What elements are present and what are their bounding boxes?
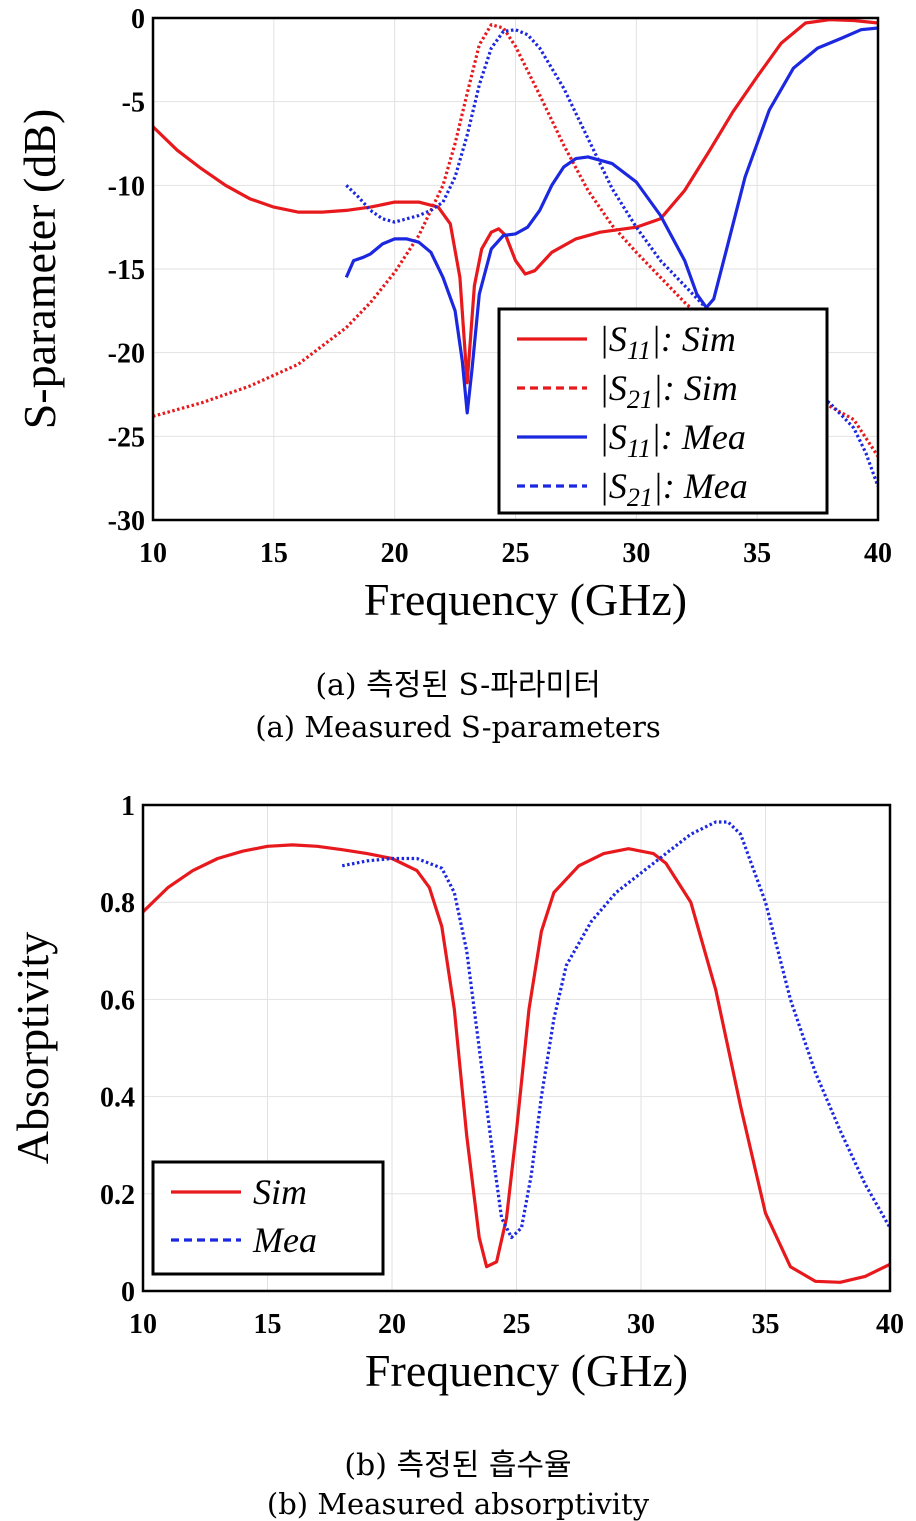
x-axis-title: Frequency (GHz): [364, 574, 687, 625]
x-tick-label: 20: [378, 1309, 406, 1340]
chart-absorptivity: 10 15 20 25 30 35 40 0 0.2 0.4 0.6 0.8 1 Frequency (G…: [7, 791, 904, 1396]
axes-box: [141, 803, 892, 1293]
y-tick-label: 0.4: [100, 1083, 135, 1114]
series-line-2: [344, 26, 878, 415]
x-tick-label: 30: [622, 538, 650, 569]
caption-b-english: (b) Measured absorptivity: [266, 1487, 650, 1521]
x-tick-label: 25: [503, 1309, 531, 1340]
x-tick-label: 15: [260, 538, 288, 569]
x-tick-label: 20: [381, 538, 409, 569]
legend-box: [151, 1160, 385, 1276]
legend-label-1: |S21|: Sim: [599, 368, 738, 414]
x-tick-label: 40: [876, 1309, 904, 1340]
series-line-3: [345, 28, 878, 488]
legend-label-2: |S11|: Mea: [599, 417, 746, 463]
y-tick-label: 0.6: [100, 985, 135, 1016]
y-tick-label: -5: [122, 88, 145, 119]
y-tick-label: -30: [108, 506, 145, 537]
y-tick-label: 0.8: [100, 888, 135, 919]
x-tick-label: 40: [864, 538, 892, 569]
series-line-1: [341, 820, 890, 1240]
chart-s-parameters: 10 15 20 25 30 35 40 0 -5 -10 -15 -20 -25 -30 Frequenc…: [14, 4, 892, 625]
series-line-0: [143, 843, 890, 1284]
y-axis-title: S-parameter (dB): [14, 109, 65, 430]
x-tick-label: 35: [743, 538, 771, 569]
caption-b-korean: (b) 측정된 흡수율: [344, 1448, 572, 1483]
y-tick-label: 1: [121, 791, 135, 822]
x-axis-title: Frequency (GHz): [365, 1345, 688, 1396]
legend-label-3: |S21|: Mea: [599, 466, 748, 512]
y-tick-label: -25: [108, 422, 145, 453]
x-tick-label: 15: [254, 1309, 282, 1340]
caption-a-korean: (a) 측정된 S-파라미터: [315, 668, 601, 703]
y-tick-label: 0: [131, 4, 145, 35]
legend-label-0: |S11|: Sim: [599, 319, 736, 365]
axes-box: [151, 16, 880, 522]
legend-label-1: Mea: [252, 1220, 317, 1260]
x-tick-label: 30: [627, 1309, 655, 1340]
y-tick-label: 0.2: [100, 1180, 135, 1211]
series-line-0: [153, 18, 878, 385]
y-tick-label: -15: [108, 255, 145, 286]
legend-box: [497, 307, 829, 515]
y-tick-label: -10: [108, 171, 145, 202]
y-tick-label: 0: [121, 1277, 135, 1308]
caption-a-english: (a) Measured S-parameters: [255, 710, 661, 744]
x-tick-label: 10: [139, 538, 167, 569]
x-tick-label: 25: [502, 538, 530, 569]
y-tick-label: -20: [108, 339, 145, 370]
y-axis-title: Absorptivity: [7, 932, 58, 1165]
x-tick-label: 35: [752, 1309, 780, 1340]
legend-label-0: Sim: [253, 1172, 307, 1212]
x-tick-label: 10: [129, 1309, 157, 1340]
